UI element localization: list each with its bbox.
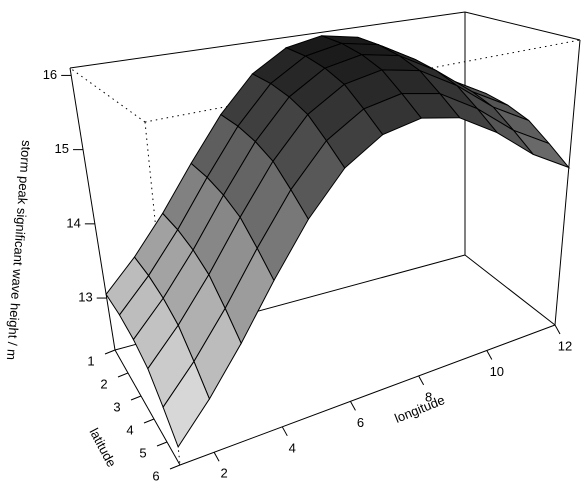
- y-tick: [143, 418, 155, 424]
- x-tick: [350, 401, 356, 411]
- x-tick-label: 12: [558, 338, 572, 353]
- box-edge: [114, 349, 181, 466]
- y-tick-label: 1: [87, 353, 94, 368]
- z-tick-label: 14: [66, 215, 80, 230]
- x-axis-label: longitude: [392, 392, 447, 426]
- box-edge: [179, 324, 556, 466]
- box-edge: [464, 11, 581, 41]
- z-tick-label: 16: [43, 67, 57, 82]
- x-tick: [554, 324, 561, 335]
- box-edge-hidden: [69, 67, 146, 123]
- box-edge: [464, 254, 556, 326]
- x-tick-label: 6: [357, 415, 364, 430]
- x-tick: [486, 350, 493, 360]
- y-tick: [104, 349, 116, 355]
- y-tick-label: 4: [126, 422, 133, 437]
- y-tick: [156, 441, 168, 447]
- z-tick-label: 15: [55, 141, 69, 156]
- z-tick-label: 13: [78, 289, 92, 304]
- y-axis-label: latitude: [86, 425, 119, 469]
- y-tick-label: 6: [152, 468, 159, 483]
- y-tick-label: 5: [139, 445, 146, 460]
- x-tick: [213, 452, 220, 462]
- y-tick-label: 3: [113, 399, 120, 414]
- x-tick-label: 4: [289, 440, 296, 455]
- surface-cell: [162, 360, 210, 449]
- y-tick-label: 2: [100, 376, 107, 391]
- y-tick: [169, 464, 181, 470]
- z-axis-label: storm peak significant wave height / m: [4, 140, 34, 361]
- x-tick: [418, 375, 425, 386]
- box-edge: [69, 67, 116, 351]
- x-tick-label: 2: [220, 466, 227, 481]
- y-tick: [117, 372, 129, 378]
- y-tick: [130, 395, 142, 401]
- x-tick: [281, 426, 288, 437]
- x-tick-label: 8: [425, 389, 432, 404]
- x-tick-label: 10: [490, 364, 504, 379]
- box-edge: [554, 39, 581, 326]
- box-edge: [69, 11, 466, 69]
